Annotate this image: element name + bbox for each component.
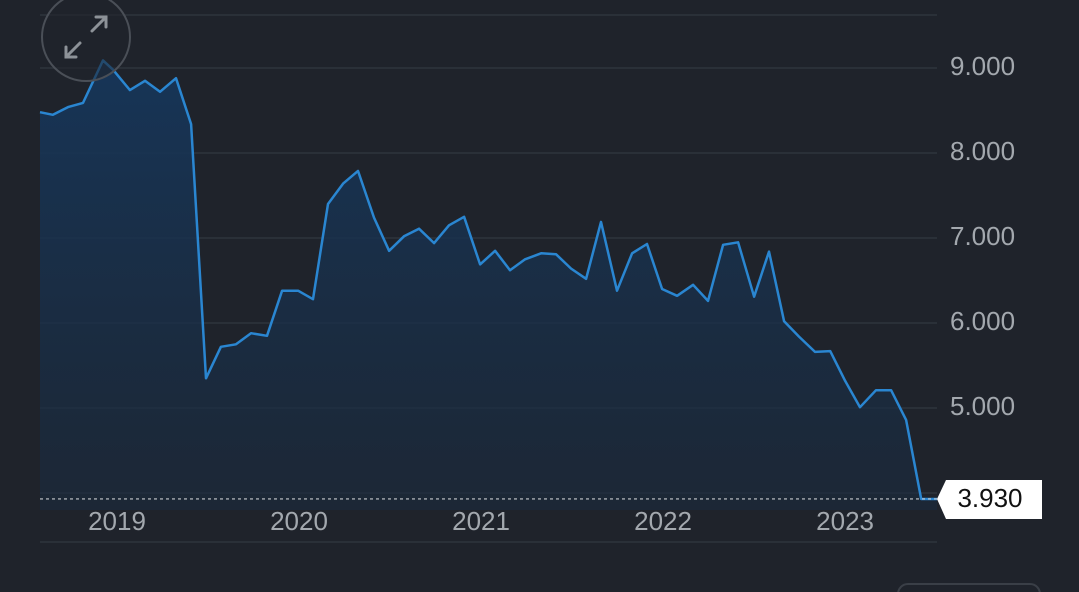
- x-tick-label: 2023: [816, 506, 874, 536]
- y-tick-label: 5.000: [950, 391, 1015, 421]
- partial-button[interactable]: [897, 583, 1041, 592]
- y-tick-label: 9.000: [950, 51, 1015, 81]
- current-value-label: 3.930: [957, 483, 1022, 513]
- expand-icon[interactable]: [64, 15, 108, 59]
- area: [40, 60, 937, 511]
- plot: 5.000 6.000 7.000 8.000 9.000 2019 2020 2021 202…: [39, 51, 1015, 536]
- y-tick-label: 6.000: [950, 306, 1015, 336]
- expand-button[interactable]: [41, 0, 131, 82]
- expand-circle[interactable]: [41, 0, 131, 82]
- y-tick-label: 7.000: [950, 221, 1015, 251]
- x-tick-label: 2021: [452, 506, 510, 536]
- line: [39, 59, 937, 501]
- x-tick-label: 2020: [270, 506, 328, 536]
- current-value-box: [937, 479, 1042, 519]
- x-tick-label: 2022: [634, 506, 692, 536]
- x-tick-label: 2019: [88, 506, 146, 536]
- y-tick-label: 8.000: [950, 136, 1015, 166]
